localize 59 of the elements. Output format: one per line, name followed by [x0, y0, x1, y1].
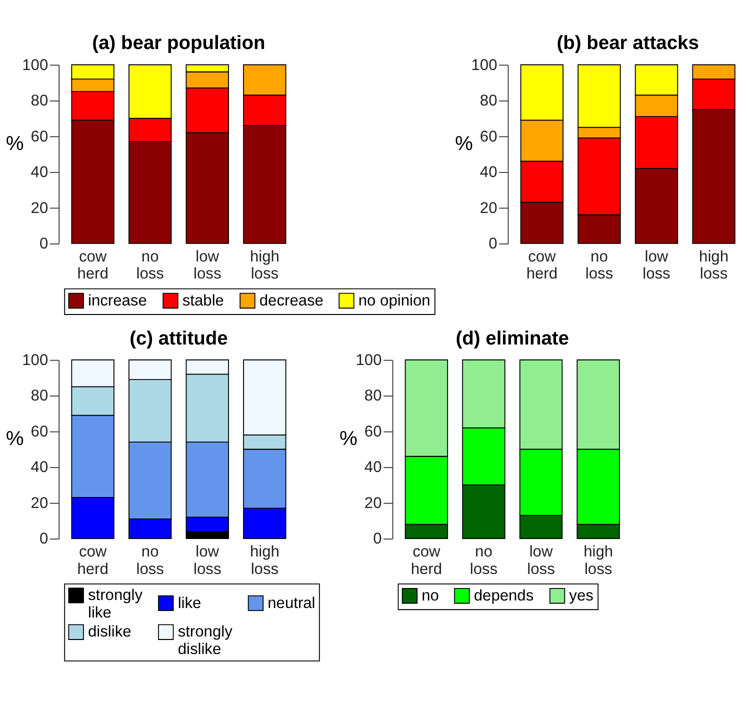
- y-tick-label: 80: [364, 388, 382, 405]
- y-tick-label: 40: [30, 459, 48, 476]
- y-tick-label: 20: [30, 494, 48, 512]
- y-tick-label: 40: [480, 164, 498, 182]
- x-tick-label: low loss: [642, 248, 671, 283]
- y-tick-label: 60: [364, 423, 382, 440]
- y-tick-label: 60: [30, 423, 48, 440]
- x-tick-label: cow herd: [526, 248, 558, 283]
- x-tick-label: cow herd: [410, 543, 442, 578]
- y-tick-label: 100: [356, 352, 382, 369]
- y-tick-label: 20: [364, 494, 382, 512]
- legend-label: like: [178, 594, 202, 612]
- x-tick-label: no loss: [470, 543, 498, 578]
- x-tick-label: high loss: [584, 543, 614, 578]
- y-axis-title: %: [6, 132, 24, 155]
- x-tick-label: no loss: [136, 248, 164, 283]
- x-tick-label: no loss: [585, 248, 614, 283]
- legend-label: dislike: [88, 624, 132, 641]
- y-axis-title: %: [339, 428, 358, 450]
- y-axis-title: %: [6, 428, 24, 450]
- x-tick-label: low loss: [527, 543, 556, 578]
- x-tick-label: high loss: [699, 248, 728, 283]
- y-tick-label: 80: [480, 92, 498, 110]
- y-tick-label: 60: [30, 128, 48, 146]
- legend-label: no: [422, 587, 440, 604]
- y-tick-label: 40: [30, 164, 48, 182]
- y-axis-title: %: [454, 132, 473, 155]
- legend-label: depends: [474, 587, 534, 604]
- y-tick-label: 0: [39, 530, 48, 548]
- chart-title: (d) eliminate: [456, 328, 570, 350]
- x-tick-label: cow herd: [77, 543, 108, 578]
- y-tick-label: 20: [30, 200, 48, 217]
- legend-label: stable: [182, 292, 224, 310]
- legend-label: no opinion: [358, 292, 430, 310]
- legend-label: strongly dislike: [178, 624, 233, 658]
- y-tick-label: 40: [364, 459, 382, 476]
- y-tick-label: 20: [480, 200, 498, 217]
- legend-label: neutral: [268, 594, 316, 612]
- x-tick-label: no loss: [136, 543, 164, 578]
- x-tick-label: high loss: [250, 248, 280, 283]
- y-tick-label: 100: [471, 56, 498, 74]
- chart-title: (b) bear attacks: [556, 33, 699, 54]
- y-tick-label: 0: [39, 236, 48, 253]
- chart-title: (c) attitude: [130, 328, 228, 350]
- y-tick-label: 100: [22, 56, 48, 74]
- y-tick-label: 0: [488, 236, 498, 253]
- y-tick-label: 60: [480, 128, 498, 146]
- legend-label: decrease: [259, 292, 324, 310]
- x-tick-label: low loss: [194, 248, 222, 283]
- y-tick-label: 80: [30, 388, 48, 405]
- y-tick-label: 100: [22, 352, 48, 369]
- y-tick-label: 0: [373, 530, 382, 548]
- legend-label: yes: [569, 587, 594, 604]
- x-tick-label: high loss: [250, 543, 280, 578]
- legend-label: increase: [88, 292, 147, 310]
- x-tick-label: cow herd: [77, 248, 108, 283]
- y-tick-label: 80: [30, 92, 48, 110]
- x-tick-label: low loss: [194, 543, 222, 578]
- chart-title: (a) bear population: [92, 33, 266, 54]
